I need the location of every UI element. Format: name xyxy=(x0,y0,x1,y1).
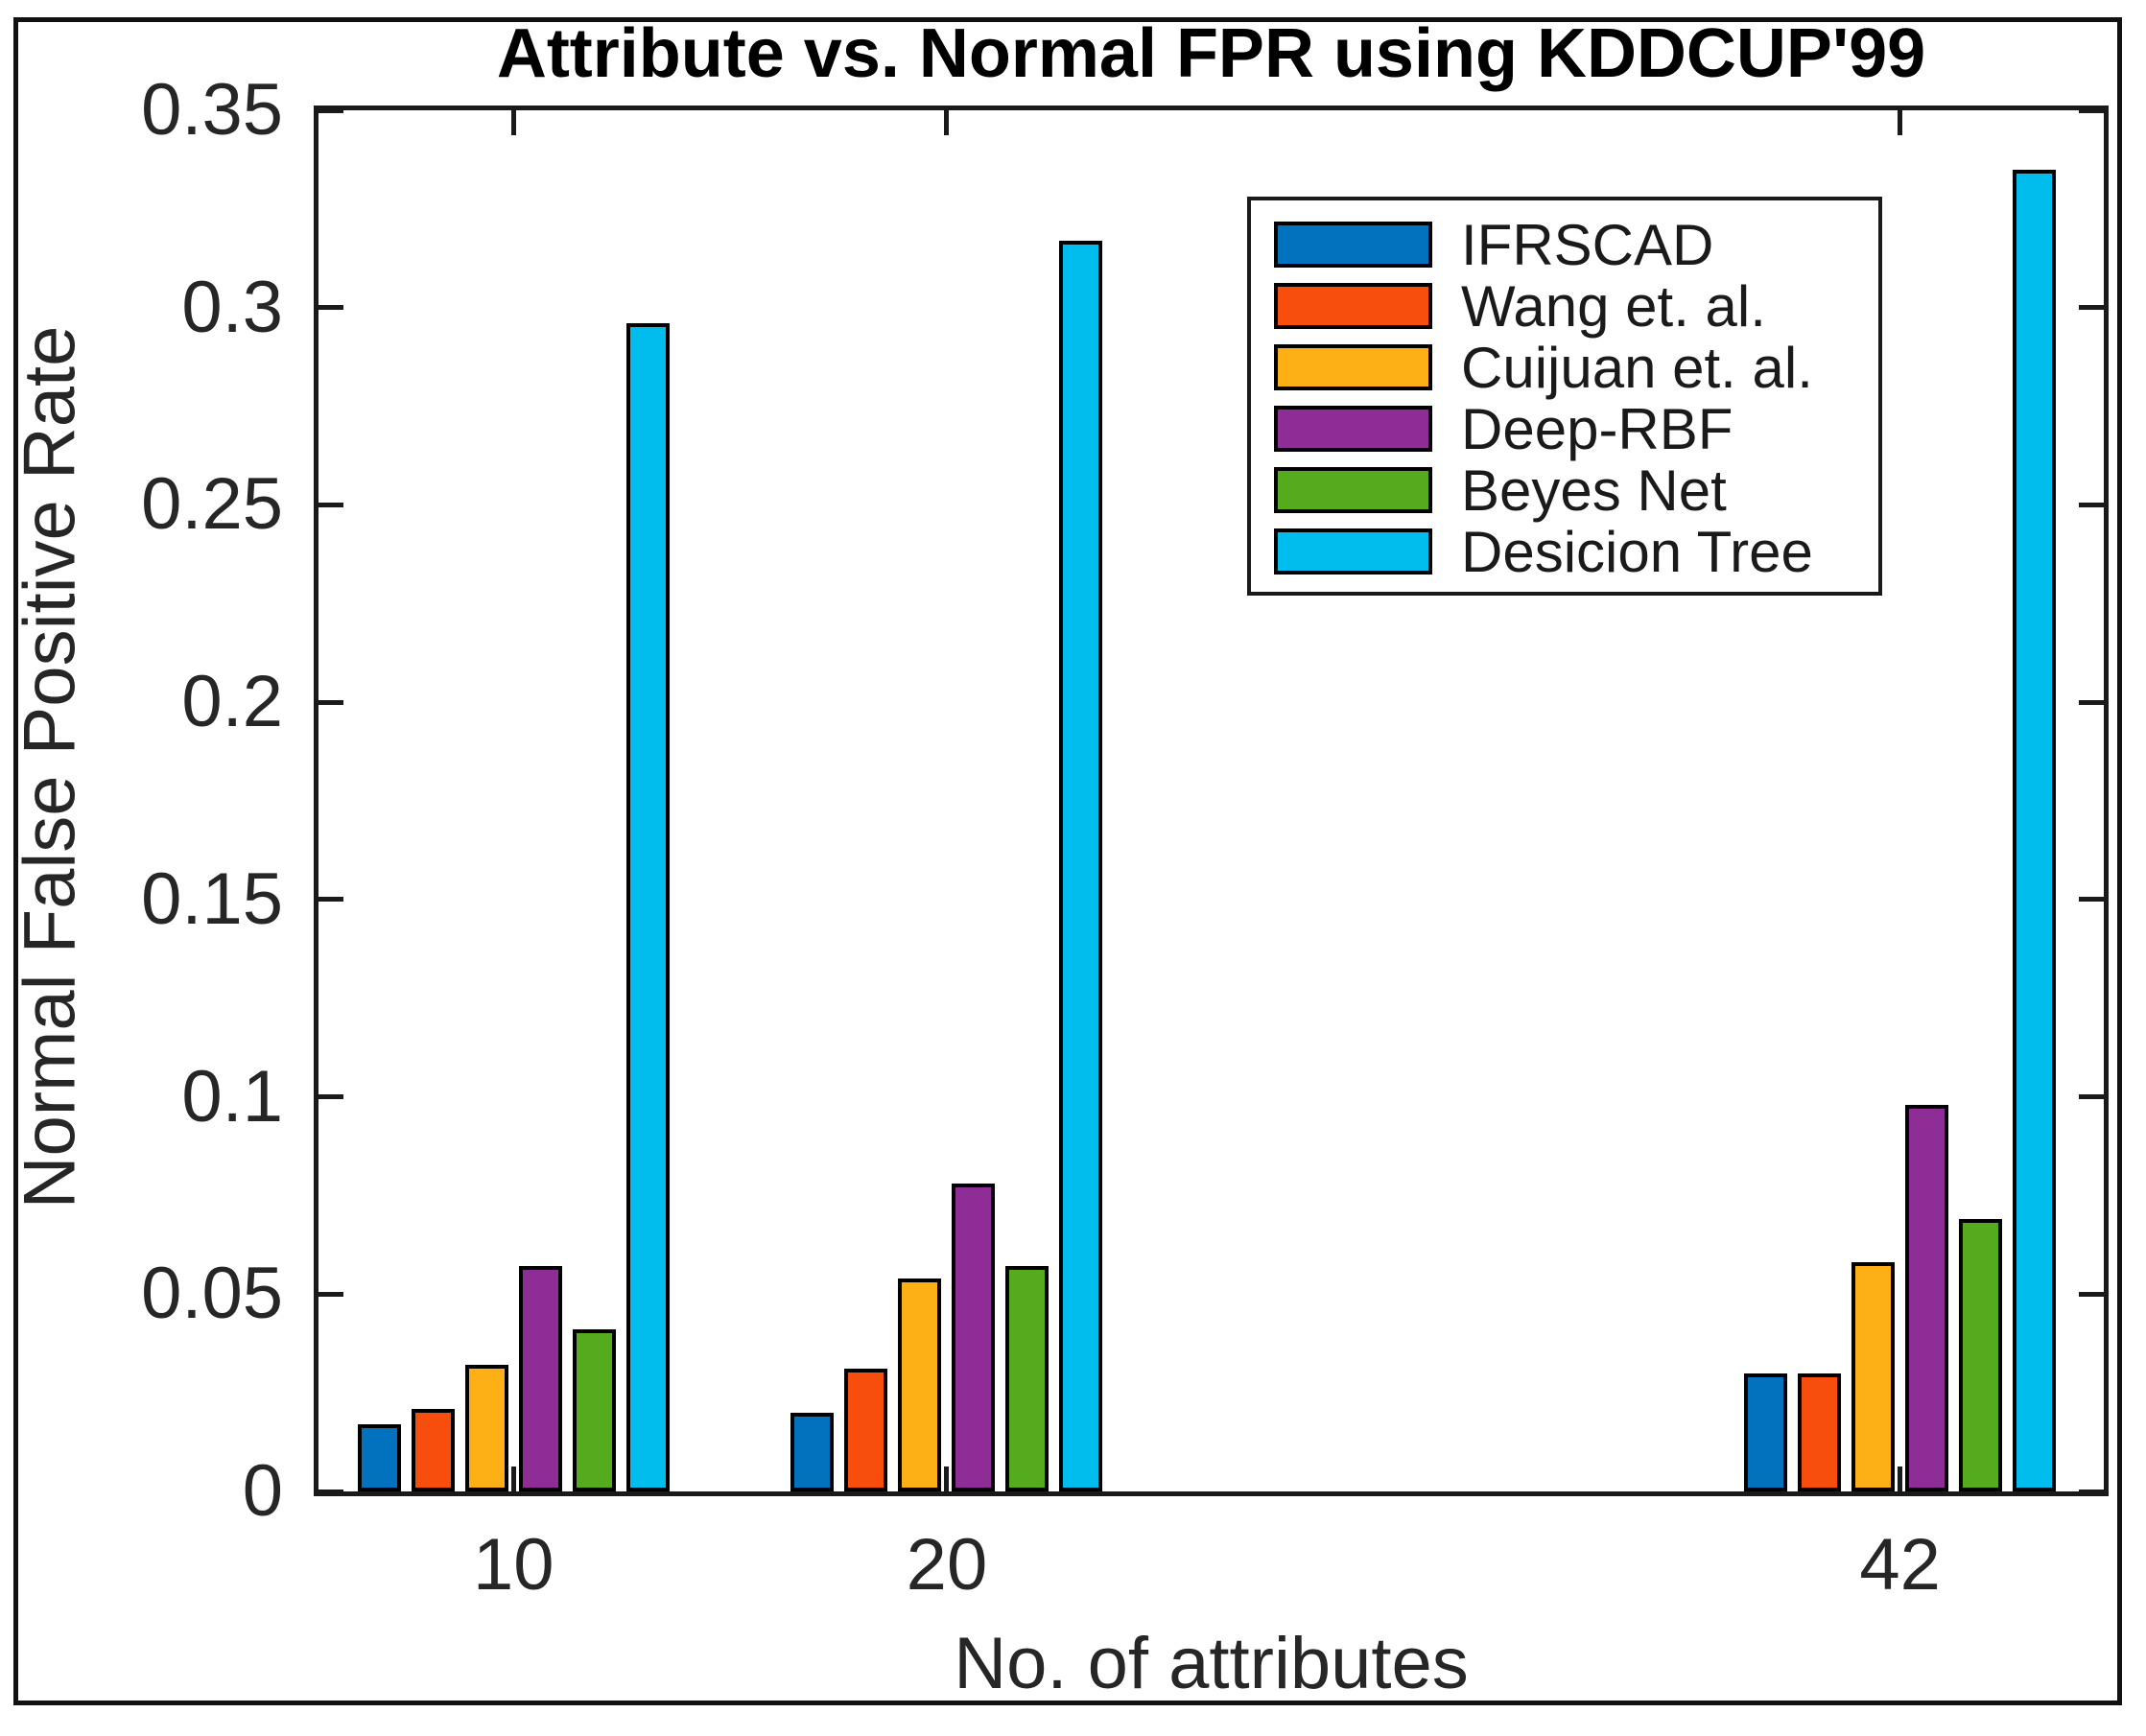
legend-swatch xyxy=(1274,467,1432,513)
x-axis-tick-label: 20 xyxy=(906,1524,988,1606)
x-axis-label: No. of attributes xyxy=(954,1623,1469,1704)
y-axis-tick-label: 0.35 xyxy=(141,69,283,151)
chart-title: Attribute vs. Normal FPR using KDDCUP'99 xyxy=(496,15,1926,92)
bar-cuijuan-et-al-x20 xyxy=(898,1279,941,1491)
bar-beyes-net-x42 xyxy=(1959,1219,2002,1491)
legend-swatch xyxy=(1274,283,1432,329)
bar-beyes-net-x10 xyxy=(573,1329,616,1491)
y-axis-tick-right xyxy=(2079,1291,2104,1297)
y-axis-tick xyxy=(318,897,343,903)
x-axis-tick-label: 42 xyxy=(1859,1524,1941,1606)
legend: IFRSCAD Wang et. al. Cuijuan et. al. Deep-R… xyxy=(1247,197,1882,596)
bar-deep-rbf-x10 xyxy=(519,1266,562,1491)
x-axis-tick xyxy=(944,1466,950,1491)
bar-beyes-net-x20 xyxy=(1005,1266,1049,1491)
legend-item: IFRSCAD xyxy=(1274,213,1713,277)
y-axis-tick xyxy=(318,107,343,113)
legend-label: Wang et. al. xyxy=(1461,273,1766,339)
x-axis-tick-top xyxy=(1898,110,1903,135)
y-axis-tick-label: 0.2 xyxy=(181,661,283,743)
y-axis-tick-label: 0.05 xyxy=(141,1253,283,1335)
legend-item: Beyes Net xyxy=(1274,458,1727,523)
y-axis-tick xyxy=(318,305,343,311)
y-axis-tick-label: 0.3 xyxy=(181,266,283,348)
bar-deep-rbf-x42 xyxy=(1905,1105,1948,1491)
bar-cuijuan-et-al-x42 xyxy=(1851,1262,1895,1491)
legend-swatch xyxy=(1274,222,1432,268)
legend-swatch xyxy=(1274,406,1432,452)
x-axis-tick xyxy=(1898,1466,1903,1491)
bar-deep-rbf-x20 xyxy=(952,1184,995,1491)
y-axis-tick xyxy=(318,699,343,705)
figure-border xyxy=(13,17,2122,1705)
y-axis-tick-label: 0.25 xyxy=(141,463,283,546)
x-axis-tick-top xyxy=(944,110,950,135)
legend-item: Cuijuan et. al. xyxy=(1274,336,1813,400)
legend-item: Deep-RBF xyxy=(1274,397,1733,461)
x-axis-tick-label: 10 xyxy=(472,1524,554,1606)
y-axis-tick xyxy=(318,1094,343,1100)
y-axis-tick-right xyxy=(2079,897,2104,903)
y-axis-tick xyxy=(318,502,343,507)
legend-item: Desicion Tree xyxy=(1274,520,1813,584)
y-axis-tick-right xyxy=(2079,107,2104,113)
y-axis-tick-label: 0.15 xyxy=(141,857,283,940)
legend-swatch xyxy=(1274,344,1432,390)
bar-desicion-tree-x42 xyxy=(2013,170,2056,1491)
bar-cuijuan-et-al-x10 xyxy=(465,1365,508,1491)
legend-label: IFRSCAD xyxy=(1461,212,1714,277)
legend-label: Beyes Net xyxy=(1461,457,1727,523)
y-axis-tick-right xyxy=(2079,699,2104,705)
bar-desicion-tree-x20 xyxy=(1059,241,1102,1491)
y-axis-tick-right xyxy=(2079,1489,2104,1494)
y-axis-tick-right xyxy=(2079,502,2104,507)
x-axis-tick xyxy=(510,1466,516,1491)
bar-wang-et-al-x20 xyxy=(844,1369,887,1491)
y-axis-tick xyxy=(318,1291,343,1297)
y-axis-tick-label: 0 xyxy=(242,1450,283,1532)
legend-item: Wang et. al. xyxy=(1274,274,1766,339)
bar-wang-et-al-x10 xyxy=(412,1409,455,1491)
bar-wang-et-al-x42 xyxy=(1798,1373,1841,1491)
bar-ifrscad-x42 xyxy=(1744,1373,1787,1491)
bar-ifrscad-x20 xyxy=(790,1413,834,1491)
legend-label: Deep-RBF xyxy=(1461,396,1733,461)
legend-label: Desicion Tree xyxy=(1461,519,1813,584)
y-axis-tick-right xyxy=(2079,305,2104,311)
x-axis-tick-top xyxy=(510,110,516,135)
bar-ifrscad-x10 xyxy=(358,1424,401,1491)
y-axis-tick-right xyxy=(2079,1094,2104,1100)
bar-desicion-tree-x10 xyxy=(626,323,670,1491)
y-axis-tick xyxy=(318,1489,343,1494)
y-axis-tick-label: 0.1 xyxy=(181,1055,283,1138)
legend-label: Cuijuan et. al. xyxy=(1461,335,1813,400)
legend-swatch xyxy=(1274,528,1432,575)
